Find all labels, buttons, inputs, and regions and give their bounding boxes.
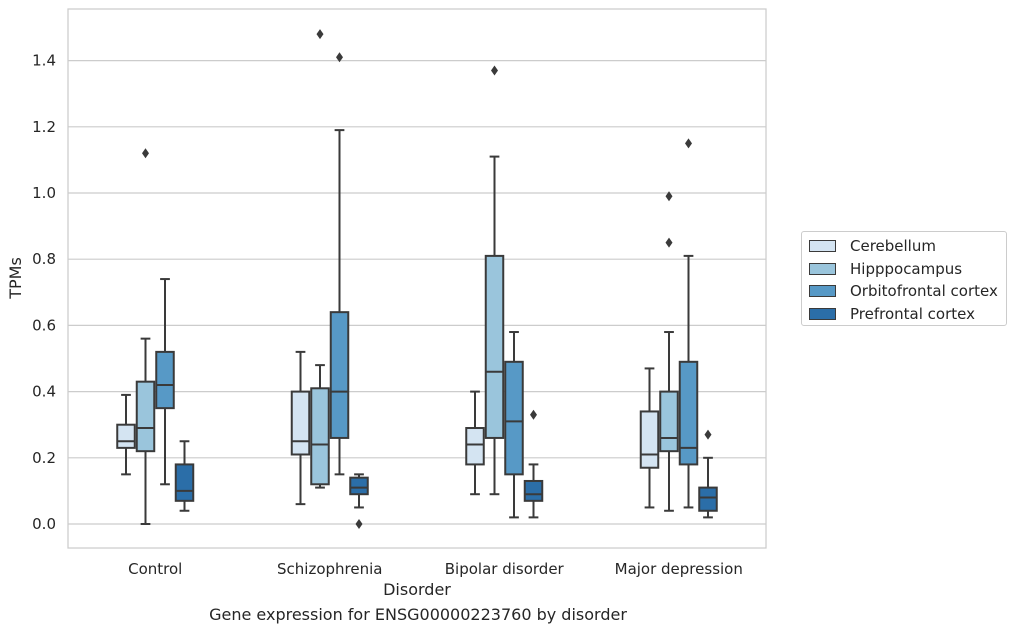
box-prefrontal-cortex-3	[698, 429, 718, 519]
box-body	[504, 360, 524, 476]
y-tick-label: 0.6	[32, 316, 56, 334]
y-tick-label: 1.2	[32, 118, 56, 136]
box-body	[310, 387, 330, 486]
box-body	[465, 427, 485, 466]
box-orbitofrontal-cortex-2	[504, 331, 524, 519]
y-axis-label: TPMs	[6, 257, 25, 300]
box-cerebellum-3	[639, 367, 660, 509]
box-hipppocampus-2	[484, 65, 505, 496]
legend-item: Orbitofrontal cortex	[809, 282, 998, 300]
outlier-point	[685, 138, 692, 149]
y-tick-label: 0.0	[32, 515, 56, 533]
x-tick-labels: Control Schizophrenia Bipolar disorder Majo…	[128, 560, 743, 578]
plot-frame	[67, 8, 767, 549]
box-body	[523, 479, 544, 502]
box-prefrontal-cortex-1	[349, 473, 369, 529]
box-hipppocampus-1	[310, 29, 330, 489]
outlier-point	[336, 52, 343, 63]
box-body	[484, 254, 505, 439]
y-tick-labels: 0.0 0.2 0.4 0.6 0.8 1.0 1.2 1.4	[32, 52, 56, 533]
box-body	[639, 410, 660, 469]
box-hipppocampus-3	[659, 191, 679, 512]
x-tick-label: Bipolar disorder	[445, 560, 565, 578]
box-cerebellum-2	[465, 390, 485, 496]
legend-item: Hipppocampus	[809, 260, 962, 278]
box-body	[116, 423, 136, 449]
x-tick-label: Control	[128, 560, 182, 578]
legend: Cerebellum Hipppocampus Orbitofrontal cort…	[801, 231, 1007, 326]
box-body	[659, 390, 679, 453]
box-body	[174, 463, 195, 502]
legend-swatch	[809, 262, 836, 275]
box-body	[135, 380, 156, 453]
box-body	[678, 360, 699, 466]
y-tick-label: 0.2	[32, 449, 56, 467]
outlier-point	[665, 191, 673, 202]
box-cerebellum-0	[116, 393, 136, 476]
box-orbitofrontal-cortex-0	[155, 278, 175, 486]
y-tick-label: 0.8	[32, 250, 56, 268]
legend-label: Orbitofrontal cortex	[850, 282, 998, 300]
legend-label: Prefrontal cortex	[850, 304, 975, 323]
outlier-point	[142, 148, 149, 159]
outlier-point	[491, 65, 498, 76]
box-orbitofrontal-cortex-3	[678, 138, 699, 509]
y-tick-label: 1.0	[32, 184, 56, 202]
chart-caption: Gene expression for ENSG00000223760 by d…	[209, 605, 627, 624]
legend-swatch	[809, 285, 836, 297]
outlier-point	[530, 409, 537, 420]
outlier-point	[665, 237, 673, 248]
x-tick-label: Schizophrenia	[277, 560, 382, 578]
legend-label: Hipppocampus	[850, 259, 963, 278]
x-axis-label: Disorder	[383, 580, 451, 599]
box-prefrontal-cortex-2	[523, 409, 544, 519]
outlier-point	[704, 429, 712, 440]
box-body	[329, 311, 350, 439]
outlier-point	[355, 519, 363, 529]
legend-swatch	[809, 240, 836, 252]
box-prefrontal-cortex-0	[174, 440, 195, 512]
box-cerebellum-1	[290, 350, 311, 506]
legend-item: Prefrontal cortex	[809, 305, 975, 323]
gridlines	[68, 59, 766, 525]
legend-swatch	[809, 307, 836, 320]
outlier-point	[316, 29, 324, 40]
box-body	[290, 390, 311, 456]
box-marks	[116, 29, 718, 529]
box-hipppocampus-0	[135, 148, 156, 525]
y-tick-label: 0.4	[32, 383, 56, 401]
box-body	[155, 350, 175, 410]
x-tick-label: Major depression	[615, 560, 743, 578]
legend-item: Cerebellum	[809, 237, 936, 255]
box-body	[349, 476, 369, 496]
box-body	[698, 486, 718, 512]
legend-label: Cerebellum	[850, 237, 936, 255]
box-orbitofrontal-cortex-1	[329, 52, 350, 476]
y-tick-label: 1.4	[32, 52, 56, 70]
